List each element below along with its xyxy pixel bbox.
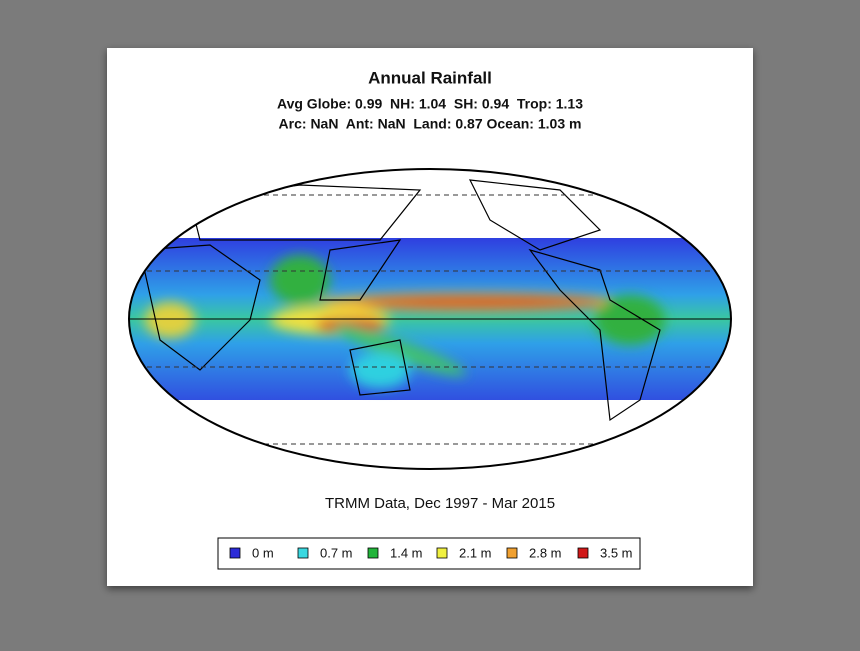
legend-label: 1.4 m xyxy=(390,545,423,560)
rainfall-map xyxy=(129,179,731,445)
stats: Avg Globe: 0.99 NH: 1.04 SH: 0.94 Trop: … xyxy=(277,96,583,112)
legend-swatch xyxy=(436,547,448,559)
legend-swatch xyxy=(367,547,379,559)
legend xyxy=(217,537,641,570)
legend-label: 0.7 m xyxy=(320,545,353,560)
title: Annual Rainfall xyxy=(368,68,492,87)
legend-label: 3.5 m xyxy=(600,545,633,560)
legend-label: 2.1 m xyxy=(459,545,492,560)
legend-swatch xyxy=(229,547,241,559)
caption: TRMM Data, Dec 1997 - Mar 2015 xyxy=(325,495,555,512)
legend-label: 2.8 m xyxy=(529,545,562,560)
legend-swatch xyxy=(297,547,309,559)
legend-swatch xyxy=(506,547,518,559)
legend-items: 0 m 0.7 m 1.4 m 2.1 m 2.8 m 3.5 m xyxy=(229,545,633,560)
stats: Arc: NaN Ant: NaN Land: 0.87 Ocean: 1.03… xyxy=(279,116,582,132)
legend-label: 0 m xyxy=(252,545,274,560)
legend-swatch xyxy=(577,547,589,559)
